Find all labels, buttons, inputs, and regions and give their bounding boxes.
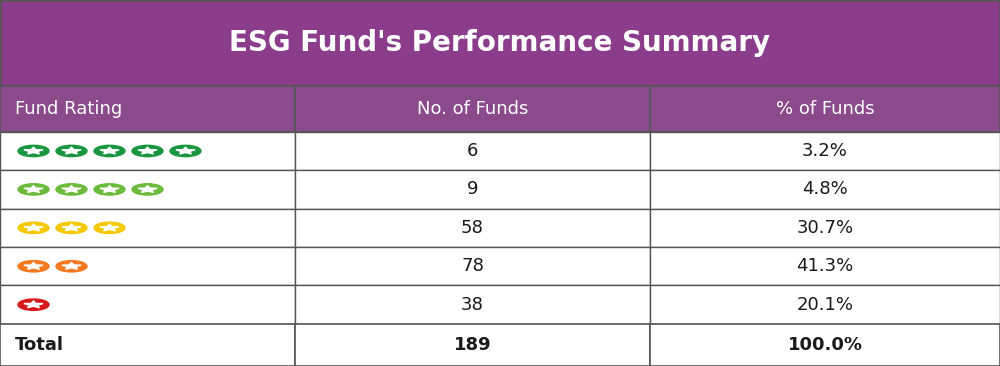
Polygon shape [138,147,157,154]
FancyBboxPatch shape [0,170,295,209]
FancyBboxPatch shape [0,86,295,132]
Polygon shape [24,224,43,231]
Circle shape [18,184,49,195]
Text: 78: 78 [461,257,484,275]
Circle shape [56,222,87,234]
Text: 3.2%: 3.2% [802,142,848,160]
Text: 100.0%: 100.0% [788,336,862,354]
FancyBboxPatch shape [0,132,295,170]
Polygon shape [24,186,43,193]
Polygon shape [100,224,119,231]
Circle shape [56,145,87,157]
Polygon shape [100,186,119,193]
Text: % of Funds: % of Funds [776,100,874,118]
FancyBboxPatch shape [0,324,295,366]
Text: 41.3%: 41.3% [796,257,854,275]
Circle shape [132,145,163,157]
Polygon shape [62,186,81,193]
FancyBboxPatch shape [295,285,650,324]
Polygon shape [100,147,119,154]
Polygon shape [138,186,157,193]
Polygon shape [24,301,43,308]
Polygon shape [62,262,81,269]
Circle shape [18,299,49,310]
FancyBboxPatch shape [0,0,1000,86]
Polygon shape [62,224,81,231]
Circle shape [18,222,49,234]
Text: 189: 189 [454,336,491,354]
Text: ESG Fund's Performance Summary: ESG Fund's Performance Summary [229,29,771,57]
Text: No. of Funds: No. of Funds [417,100,528,118]
Polygon shape [176,147,195,154]
Circle shape [56,184,87,195]
FancyBboxPatch shape [295,170,650,209]
Polygon shape [24,147,43,154]
Text: 30.7%: 30.7% [796,219,854,237]
FancyBboxPatch shape [295,209,650,247]
FancyBboxPatch shape [650,132,1000,170]
Circle shape [94,222,125,234]
Text: Fund Rating: Fund Rating [15,100,122,118]
Text: 6: 6 [467,142,478,160]
Circle shape [18,145,49,157]
Text: 4.8%: 4.8% [802,180,848,198]
Text: 58: 58 [461,219,484,237]
Polygon shape [62,147,81,154]
FancyBboxPatch shape [0,285,295,324]
FancyBboxPatch shape [650,170,1000,209]
Circle shape [94,184,125,195]
Polygon shape [24,262,43,269]
FancyBboxPatch shape [295,86,650,132]
FancyBboxPatch shape [650,285,1000,324]
FancyBboxPatch shape [295,247,650,285]
Circle shape [170,145,201,157]
Circle shape [94,145,125,157]
FancyBboxPatch shape [295,324,650,366]
Text: 9: 9 [467,180,478,198]
FancyBboxPatch shape [650,247,1000,285]
FancyBboxPatch shape [0,209,295,247]
Circle shape [56,261,87,272]
Text: 38: 38 [461,296,484,314]
Text: Total: Total [15,336,64,354]
FancyBboxPatch shape [650,324,1000,366]
Text: 20.1%: 20.1% [796,296,854,314]
FancyBboxPatch shape [295,132,650,170]
FancyBboxPatch shape [0,247,295,285]
FancyBboxPatch shape [650,209,1000,247]
Circle shape [18,261,49,272]
FancyBboxPatch shape [650,86,1000,132]
Circle shape [132,184,163,195]
